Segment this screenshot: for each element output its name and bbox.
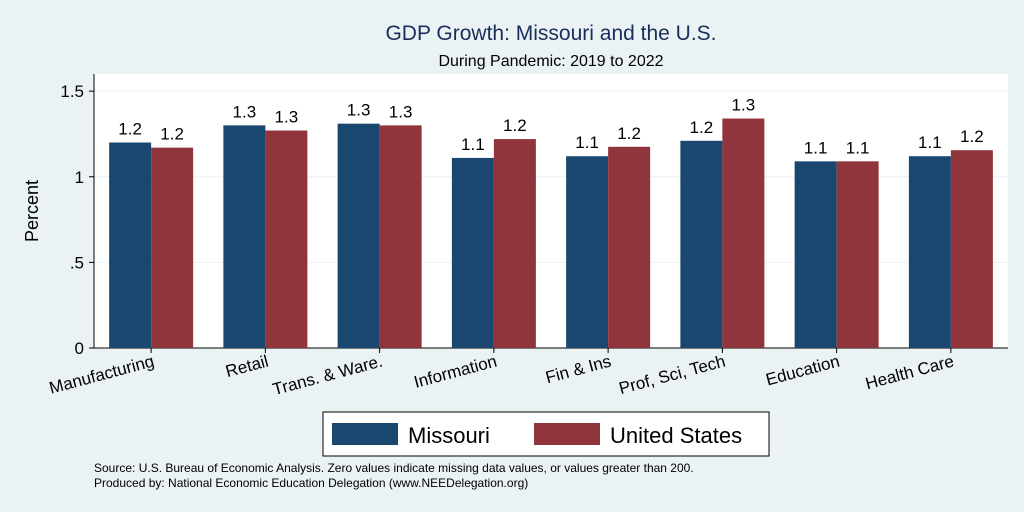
value-label-united-states-fin-ins: 1.2 <box>617 124 641 143</box>
bar-united-states-education <box>836 161 879 348</box>
legend-swatch-united-states <box>534 423 600 445</box>
value-label-united-states-trans-ware: 1.3 <box>389 102 413 121</box>
bar-united-states-health-care <box>950 150 993 348</box>
bar-missouri-trans-ware <box>337 123 380 348</box>
value-label-missouri-education: 1.1 <box>804 138 828 157</box>
category-label-retail: Retail <box>224 352 271 382</box>
legend-swatch-missouri <box>332 423 398 445</box>
produced-by-note: Produced by: National Economic Education… <box>94 476 528 490</box>
category-label-prof-sci-tech: Prof, Sci, Tech <box>617 352 727 399</box>
bar-united-states-prof-sci-tech <box>722 118 765 349</box>
bar-united-states-fin-ins <box>608 146 651 348</box>
category-label-trans-ware: Trans. & Ware. <box>271 352 385 400</box>
category-label-education: Education <box>764 352 842 390</box>
chart-title: GDP Growth: Missouri and the U.S. <box>385 22 716 45</box>
y-ticks: 0 .5 1 1.5 <box>60 82 94 358</box>
category-label-manufacturing: Manufacturing <box>47 352 156 398</box>
value-label-united-states-retail: 1.3 <box>275 108 299 127</box>
bar-missouri-prof-sci-tech <box>680 140 723 348</box>
bar-missouri-manufacturing <box>109 142 152 348</box>
value-label-united-states-health-care: 1.2 <box>960 127 984 146</box>
source-note: Source: U.S. Bureau of Economic Analysis… <box>94 461 694 475</box>
y-tick-label: 0 <box>75 339 84 358</box>
y-tick-label: .5 <box>70 253 84 272</box>
category-label-information: Information <box>412 352 499 392</box>
y-tick-label: 1.5 <box>60 82 84 101</box>
value-label-united-states-manufacturing: 1.2 <box>160 125 184 144</box>
category-label-fin-ins: Fin & Ins <box>543 352 613 388</box>
bar-missouri-fin-ins <box>566 156 609 348</box>
bar-united-states-manufacturing <box>151 147 194 348</box>
y-tick-label: 1 <box>75 168 84 187</box>
bar-missouri-health-care <box>908 156 951 348</box>
value-label-missouri-manufacturing: 1.2 <box>118 120 142 139</box>
category-label-health-care: Health Care <box>863 352 956 394</box>
legend-label-united-states: United States <box>610 423 742 448</box>
bar-missouri-education <box>794 161 837 348</box>
bars <box>109 118 993 349</box>
value-label-missouri-fin-ins: 1.1 <box>575 133 599 152</box>
value-label-missouri-trans-ware: 1.3 <box>347 101 371 120</box>
bar-united-states-trans-ware <box>379 125 422 348</box>
bar-missouri-information <box>451 157 494 348</box>
bar-missouri-retail <box>223 125 266 348</box>
value-label-united-states-prof-sci-tech: 1.3 <box>732 96 756 115</box>
y-axis-label: Percent <box>22 180 42 242</box>
value-label-missouri-health-care: 1.1 <box>918 133 942 152</box>
value-label-united-states-education: 1.1 <box>846 138 870 157</box>
legend: Missouri United States <box>322 411 770 457</box>
value-labels: 1.2 1.2 1.3 1.3 1.3 1.3 1.1 1.2 1.1 1.2 1.2 1.3 1.1 1… <box>118 96 983 158</box>
bar-united-states-information <box>493 139 536 348</box>
bar-united-states-retail <box>265 130 308 348</box>
legend-label-missouri: Missouri <box>408 423 490 448</box>
value-label-missouri-prof-sci-tech: 1.2 <box>690 118 714 137</box>
value-label-missouri-retail: 1.3 <box>233 102 257 121</box>
value-label-united-states-information: 1.2 <box>503 116 527 135</box>
value-label-missouri-information: 1.1 <box>461 135 485 154</box>
chart-subtitle: During Pandemic: 2019 to 2022 <box>438 53 663 70</box>
category-labels: Manufacturing Retail Trans. & Ware. Informa… <box>47 348 956 399</box>
